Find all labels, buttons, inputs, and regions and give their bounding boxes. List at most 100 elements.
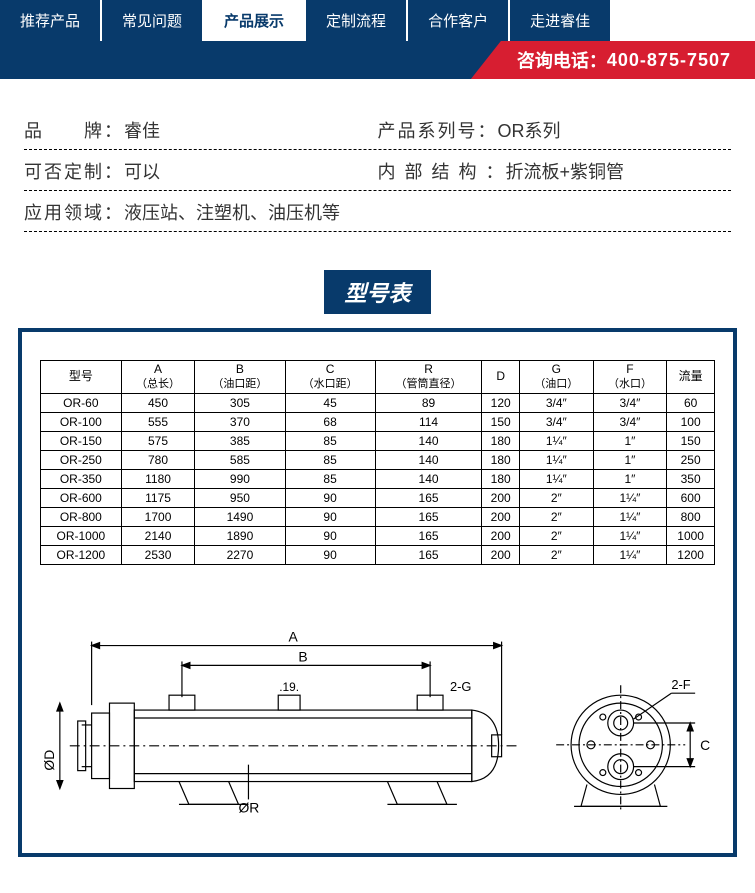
nav-tab[interactable]: 推荐产品 <box>0 0 100 41</box>
table-header: 流量 <box>667 361 715 394</box>
diagram-label-2f: 2-F <box>671 677 690 692</box>
table-cell: 2530 <box>121 545 195 564</box>
table-cell: 1″ <box>593 431 667 450</box>
table-cell: OR-150 <box>41 431 122 450</box>
table-cell: 100 <box>667 412 715 431</box>
spec-label-structure: 内 部 结 构 ： <box>378 158 506 184</box>
table-cell: 1000 <box>667 526 715 545</box>
table-row: OR-80017001490901652002″1¼″800 <box>41 507 715 526</box>
table-cell: 305 <box>195 393 285 412</box>
table-row: OR-150575385851401801¼″1″150 <box>41 431 715 450</box>
spec-row: 可否定制： 可以 内 部 结 构 ： 折流板+紫铜管 <box>24 150 731 191</box>
table-header: A（总长） <box>121 361 195 394</box>
nav-tab[interactable]: 走进睿佳 <box>510 0 610 41</box>
nav-tab[interactable]: 常见问题 <box>102 0 202 41</box>
table-cell: 780 <box>121 450 195 469</box>
table-header: D <box>482 361 520 394</box>
table-cell: OR-600 <box>41 488 122 507</box>
table-cell: 114 <box>375 412 482 431</box>
diagram-label-b: B <box>298 648 307 664</box>
table-cell: 1″ <box>593 469 667 488</box>
table-cell: 200 <box>482 488 520 507</box>
table-row: OR-3501180990851401801¼″1″350 <box>41 469 715 488</box>
table-cell: 180 <box>482 431 520 450</box>
table-cell: 3/4″ <box>520 412 594 431</box>
table-cell: 3/4″ <box>593 393 667 412</box>
table-cell: 1490 <box>195 507 285 526</box>
spec-value-application: 液压站、注塑机、油压机等 <box>124 199 340 225</box>
table-cell: 385 <box>195 431 285 450</box>
section-title-wrap: 型号表 <box>0 270 755 314</box>
diagram-label-or: ØR <box>239 799 260 815</box>
content-frame: 型号A（总长）B（油口距）C（水口距）R（管筒直径）DG（油口）F（水口）流量 … <box>18 328 737 857</box>
table-cell: 2″ <box>520 507 594 526</box>
table-cell: 165 <box>375 545 482 564</box>
spec-value-custom: 可以 <box>124 158 160 184</box>
table-row: OR-120025302270901652002″1¼″1200 <box>41 545 715 564</box>
table-cell: 180 <box>482 450 520 469</box>
table-cell: 800 <box>667 507 715 526</box>
table-cell: 165 <box>375 526 482 545</box>
diagram-label-c: C <box>700 736 710 752</box>
table-header: 型号 <box>41 361 122 394</box>
table-cell: OR-800 <box>41 507 122 526</box>
table-cell: 1″ <box>593 450 667 469</box>
table-cell: 90 <box>285 507 375 526</box>
table-header: C（水口距） <box>285 361 375 394</box>
table-cell: OR-1200 <box>41 545 122 564</box>
table-header: G（油口） <box>520 361 594 394</box>
table-cell: 68 <box>285 412 375 431</box>
nav-tab[interactable]: 定制流程 <box>306 0 406 41</box>
table-cell: 140 <box>375 450 482 469</box>
table-cell: 600 <box>667 488 715 507</box>
table-cell: 150 <box>667 431 715 450</box>
table-cell: 120 <box>482 393 520 412</box>
table-cell: 90 <box>285 526 375 545</box>
table-cell: 2″ <box>520 545 594 564</box>
table-cell: 89 <box>375 393 482 412</box>
table-cell: 165 <box>375 507 482 526</box>
spec-value-brand: 睿佳 <box>124 117 160 143</box>
table-cell: 60 <box>667 393 715 412</box>
table-row: OR-100555370681141503/4″3/4″100 <box>41 412 715 431</box>
diagram-label-19: .19. <box>279 680 299 694</box>
diagram-label-od: ØD <box>41 749 57 770</box>
table-cell: 2270 <box>195 545 285 564</box>
table-cell: 250 <box>667 450 715 469</box>
spec-row: 品 牌： 睿佳 产品系列号： OR系列 <box>24 109 731 150</box>
table-cell: 1¼″ <box>520 469 594 488</box>
nav-tab[interactable]: 合作客户 <box>408 0 508 41</box>
spec-block: 品 牌： 睿佳 产品系列号： OR系列 可否定制： 可以 内 部 结 构 ： 折… <box>0 79 755 242</box>
spec-label-brand: 品 牌： <box>24 117 124 143</box>
table-cell: 1180 <box>121 469 195 488</box>
table-cell: OR-100 <box>41 412 122 431</box>
dimension-diagram: A B .19. 2-G ØD ØR 2-F C <box>40 605 715 835</box>
table-header: B（油口距） <box>195 361 285 394</box>
top-nav: 推荐产品常见问题产品展示定制流程合作客户走进睿佳 <box>0 0 755 41</box>
table-row: OR-6045030545891203/4″3/4″60 <box>41 393 715 412</box>
nav-tab[interactable]: 产品展示 <box>204 0 304 41</box>
table-row: OR-100021401890901652002″1¼″1000 <box>41 526 715 545</box>
hotline-number: 400-875-7507 <box>607 50 731 71</box>
table-cell: 140 <box>375 431 482 450</box>
table-cell: 85 <box>285 431 375 450</box>
table-cell: 90 <box>285 488 375 507</box>
spec-value-structure: 折流板+紫铜管 <box>506 158 625 184</box>
table-cell: 1¼″ <box>593 526 667 545</box>
table-cell: 1¼″ <box>593 507 667 526</box>
table-cell: 200 <box>482 507 520 526</box>
spec-label-custom: 可否定制： <box>24 158 124 184</box>
table-cell: 1¼″ <box>593 488 667 507</box>
table-cell: 1200 <box>667 545 715 564</box>
table-cell: 85 <box>285 450 375 469</box>
table-cell: 950 <box>195 488 285 507</box>
table-cell: OR-60 <box>41 393 122 412</box>
table-cell: 90 <box>285 545 375 564</box>
model-table: 型号A（总长）B（油口距）C（水口距）R（管筒直径）DG（油口）F（水口）流量 … <box>40 360 715 565</box>
table-cell: 990 <box>195 469 285 488</box>
table-cell: 180 <box>482 469 520 488</box>
table-cell: 200 <box>482 526 520 545</box>
hotline-bar: 咨询电话： 400-875-7507 <box>0 41 755 79</box>
table-cell: OR-1000 <box>41 526 122 545</box>
table-row: OR-250780585851401801¼″1″250 <box>41 450 715 469</box>
